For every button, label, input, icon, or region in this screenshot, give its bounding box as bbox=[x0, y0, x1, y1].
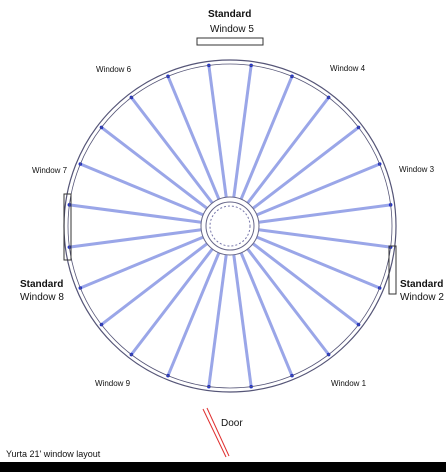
rafter bbox=[256, 235, 381, 290]
rafter bbox=[258, 203, 391, 224]
window-6-label: Window 6 bbox=[96, 65, 132, 74]
rafter bbox=[258, 228, 391, 249]
bottom-bar bbox=[0, 462, 446, 472]
window-2-frame bbox=[388, 245, 397, 295]
window-1-label: Window 1 bbox=[331, 379, 367, 388]
crown-ring-inner bbox=[205, 201, 255, 251]
rafter bbox=[130, 96, 214, 204]
rafter bbox=[166, 75, 221, 200]
window-2-standard-label: Standard bbox=[400, 279, 443, 290]
rafter bbox=[232, 65, 253, 198]
yurt-wall-inner bbox=[67, 63, 393, 389]
rafter bbox=[100, 126, 208, 210]
rafter bbox=[79, 235, 204, 290]
rafter bbox=[207, 65, 228, 198]
rafter bbox=[246, 248, 330, 356]
rafter bbox=[239, 252, 294, 377]
door-label: Door bbox=[221, 418, 243, 429]
window-9-label: Window 9 bbox=[95, 379, 131, 388]
rafter bbox=[130, 248, 214, 356]
door bbox=[202, 407, 230, 458]
window-5-frame bbox=[196, 37, 264, 46]
rafter bbox=[79, 162, 204, 217]
rafter bbox=[239, 75, 294, 200]
door-line-b bbox=[206, 407, 230, 457]
crown-ring-dots bbox=[209, 205, 251, 247]
rafter bbox=[252, 242, 360, 326]
rafter bbox=[252, 126, 360, 210]
rafter bbox=[69, 228, 202, 249]
standard-window-frames bbox=[63, 37, 397, 295]
rafter bbox=[100, 242, 208, 326]
door-line-a bbox=[202, 408, 227, 458]
rafter bbox=[232, 254, 253, 387]
rafter bbox=[207, 254, 228, 387]
window-8-frame bbox=[63, 193, 72, 261]
window-5-label: Window 5 bbox=[210, 24, 254, 35]
window-8-label: Window 8 bbox=[20, 292, 64, 303]
rafters bbox=[67, 63, 393, 389]
diagram-caption: Yurta 21' window layout bbox=[6, 449, 101, 459]
window-labels: Standard Window 5 Window 4 Window 6 Wind… bbox=[20, 9, 444, 388]
window-5-standard-label: Standard bbox=[208, 9, 251, 20]
rafter bbox=[246, 96, 330, 204]
rafter bbox=[256, 162, 381, 217]
window-7-label: Window 7 bbox=[32, 166, 68, 175]
window-3-label: Window 3 bbox=[399, 165, 435, 174]
window-2-label: Window 2 bbox=[400, 292, 444, 303]
window-8-standard-label: Standard bbox=[20, 279, 63, 290]
window-4-label: Window 4 bbox=[330, 64, 366, 73]
rafter bbox=[166, 252, 221, 377]
rafter bbox=[69, 203, 202, 224]
